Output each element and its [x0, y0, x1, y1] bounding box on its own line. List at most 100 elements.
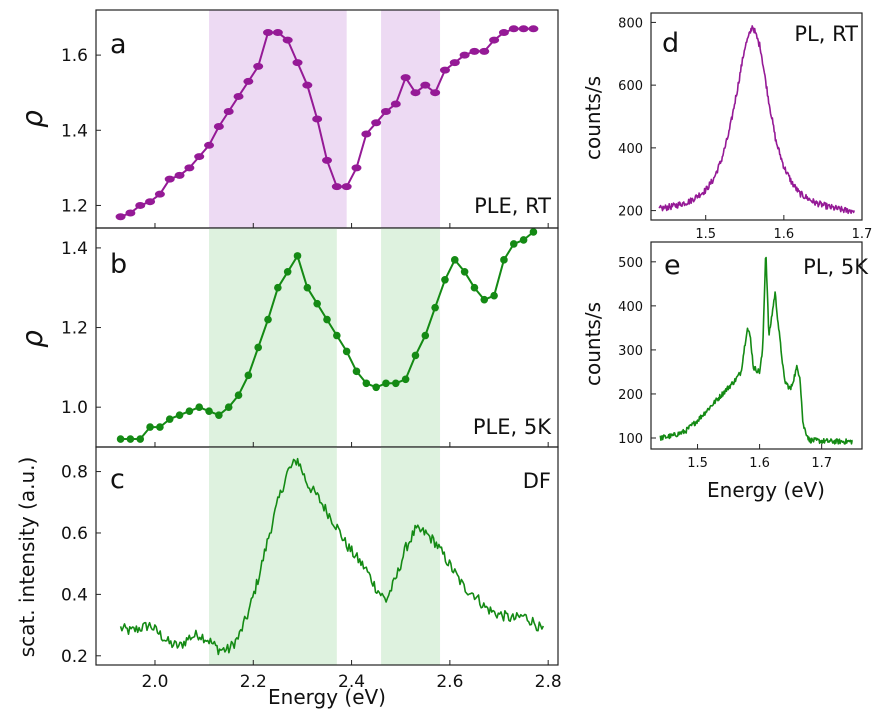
panel-a-point [361, 130, 372, 138]
panel-b-point [205, 407, 213, 415]
panel-a-point [439, 66, 450, 74]
panel-a-point [135, 201, 146, 209]
panel-e-ytick-label: 100 [618, 432, 643, 447]
panel-e-ytick-label: 200 [618, 388, 643, 403]
panel-b-point [215, 411, 223, 419]
panel-b: 1.0 1.2 1.4 b PLE, 5K ρ [16, 227, 559, 448]
panel-b-point [185, 407, 194, 415]
panel-c: 0.2 0.4 0.6 0.8 2.0 2.2 2.4 2.6 2.8 c DF scat. i… [15, 446, 562, 709]
panel-b-point [146, 423, 154, 431]
panel-a-point [174, 171, 185, 179]
panel-b-point [441, 275, 449, 284]
panel-b-point [264, 315, 272, 324]
panel-d-annotation: PL, RT [794, 22, 858, 46]
panel-c-ytick-label: 0.2 [61, 647, 88, 667]
panel-a-point [390, 100, 401, 108]
panel-b-point [421, 331, 430, 340]
panel-a-point [400, 74, 411, 82]
panel-a-point [469, 47, 480, 55]
panel-a-point [371, 119, 382, 127]
panel-d: 200 400 600 800 1.5 1.6 1.7 d PL, RT counts/s [581, 12, 872, 242]
panel-a-point [272, 29, 283, 37]
panel-b-point [500, 256, 508, 264]
panel-c-line [119, 457, 545, 656]
panel-a: 1.2 1.4 1.6 a PLE, RT ρ [16, 9, 559, 229]
panel-a-point [184, 164, 195, 172]
panel-a-point [351, 164, 362, 172]
panel-e: 100 200 300 400 500 1.5 1.6 1.7 e PL, 5K counts… [581, 241, 869, 502]
panel-b-point [165, 415, 174, 423]
panel-d-letter: d [662, 28, 679, 59]
panel-a-point [528, 25, 539, 33]
panel-d-series [658, 25, 855, 215]
panel-b-point [274, 283, 282, 292]
panel-c-series [119, 457, 545, 656]
panel-c-frame [95, 446, 559, 666]
panel-b-point [460, 268, 469, 276]
panel-b-ytick-label: 1.2 [61, 319, 88, 339]
panel-b-ytick-label: 1.4 [61, 239, 88, 259]
panel-b-point [431, 303, 439, 312]
panel-b-point [136, 435, 145, 443]
panel-b-point [480, 295, 489, 304]
panel-a-ylabel: ρ [16, 110, 49, 128]
panel-b-point [283, 268, 292, 276]
panel-a-ytick-label: 1.6 [61, 46, 88, 66]
panel-a-point [204, 141, 215, 149]
panel-a-point [479, 47, 490, 55]
panel-c-ytick-label: 0.8 [61, 463, 88, 483]
panel-b-point [244, 371, 253, 380]
panel-a-point [518, 25, 529, 33]
panel-d-ticks: 200 400 600 800 1.5 1.6 1.7 [618, 16, 872, 242]
panel-a-point [489, 36, 500, 44]
panel-c-band-1 [381, 447, 441, 665]
panel-a-band-1 [381, 10, 441, 228]
panel-e-xtick-label: 1.6 [749, 456, 770, 471]
panel-e-ticks: 100 200 300 400 500 1.5 1.6 1.7 [618, 256, 832, 471]
panel-d-ytick-label: 800 [618, 16, 643, 31]
panel-b-ylabel: ρ [16, 330, 49, 348]
panel-b-point [156, 423, 164, 431]
panel-b-point [333, 331, 341, 340]
panel-b-band-1 [381, 228, 441, 447]
panel-a-point [331, 183, 342, 191]
panel-b-letter: b [110, 249, 127, 280]
panel-a-series [115, 25, 539, 221]
panel-b-point [313, 299, 321, 308]
panel-a-bands [209, 10, 441, 228]
panel-b-point [450, 256, 459, 264]
panel-c-annotation: DF [523, 469, 551, 493]
panel-b-point [519, 236, 528, 244]
panel-e-letter: e [664, 250, 681, 281]
panel-a-point [508, 25, 519, 33]
panel-a-point [292, 59, 303, 67]
panel-c-ticks: 0.2 0.4 0.6 0.8 2.0 2.2 2.4 2.6 2.8 [61, 463, 562, 692]
panel-c-xtick-label: 2.2 [240, 672, 267, 692]
panel-e-frame [650, 241, 863, 450]
panel-b-point [323, 315, 331, 324]
panel-d-xtick-label: 1.5 [695, 227, 716, 242]
panel-a-point [115, 213, 126, 221]
panel-a-point [380, 107, 391, 115]
panel-a-ytick-label: 1.4 [61, 121, 88, 141]
panel-b-point [224, 403, 233, 411]
panel-a-point [253, 62, 264, 70]
panel-a-point [194, 153, 205, 161]
panel-b-point [352, 367, 361, 376]
panel-a-point [282, 36, 293, 44]
panel-c-xtick-label: 2.8 [535, 672, 562, 692]
panel-a-ytick-label: 1.2 [61, 196, 88, 216]
panel-a-point [154, 190, 165, 198]
panel-c-ytick-label: 0.4 [61, 585, 88, 605]
panel-a-point [233, 92, 244, 100]
panel-a-point [341, 183, 352, 191]
panel-b-point [175, 411, 184, 419]
panel-d-xtick-label: 1.6 [774, 227, 795, 242]
panel-d-ytick-label: 200 [618, 205, 643, 220]
panel-c-ytick-label: 0.6 [61, 524, 88, 544]
panel-b-point [126, 435, 135, 443]
panel-b-point [490, 291, 498, 300]
panel-c-xtick-label: 2.4 [338, 672, 365, 692]
panel-b-point [195, 403, 204, 411]
